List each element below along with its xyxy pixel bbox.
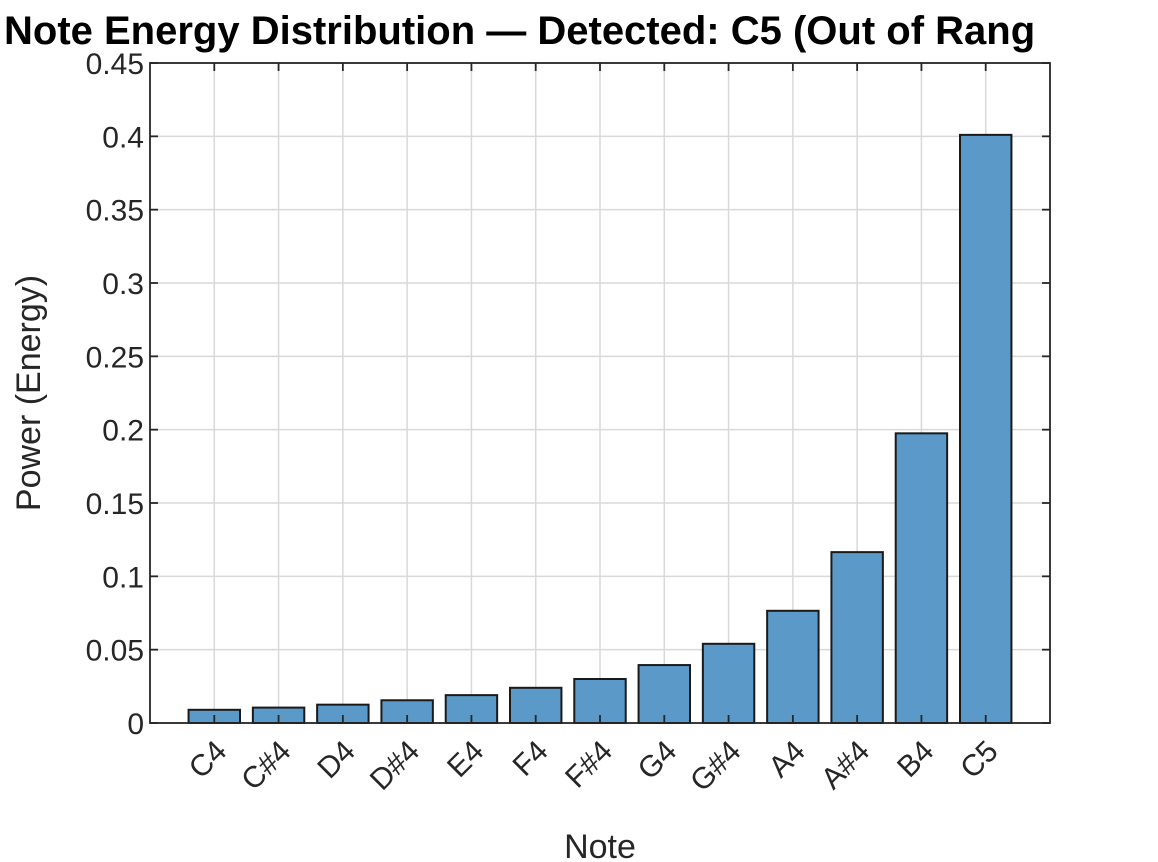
x-tick-label: E4 <box>441 735 490 784</box>
x-tick-label: F4 <box>507 735 555 783</box>
chart-title: Note Energy Distribution — Detected: C5 … <box>4 9 1036 53</box>
x-tick-label: B4 <box>891 735 940 784</box>
y-tick-label: 0 <box>127 708 144 741</box>
x-axis-label: Note <box>564 828 636 862</box>
x-tick-label: A4 <box>763 735 812 784</box>
bar-g4 <box>637 664 691 724</box>
x-tick-label: D4 <box>311 735 361 785</box>
y-tick-label: 0.25 <box>86 341 144 374</box>
x-tick-label: G4 <box>632 735 684 787</box>
bar-a-sharp4 <box>830 551 884 725</box>
x-tick-label: F#4 <box>559 735 619 795</box>
x-tick-label: C#4 <box>235 735 297 797</box>
x-tick-label: D#4 <box>364 735 426 797</box>
y-axis-label: Power (Energy) <box>10 275 48 511</box>
y-tick-label: 0.05 <box>86 635 144 668</box>
bar-c5 <box>959 133 1013 725</box>
y-tick-labels: 0 0.05 0.1 0.15 0.2 0.25 0.3 0.35 0.4 0.45 <box>86 48 144 741</box>
bars-group <box>187 133 1013 725</box>
x-tick-label: C4 <box>183 735 233 785</box>
y-tick-label: 0.3 <box>102 268 144 301</box>
bar-b4 <box>894 432 949 724</box>
y-tick-label: 0.15 <box>86 488 144 521</box>
y-tick-label: 0.35 <box>86 195 144 228</box>
bar-g-sharp4 <box>701 642 756 724</box>
y-tick-label: 0.1 <box>102 561 144 594</box>
x-tick-label: G#4 <box>684 735 747 798</box>
bar-a4 <box>766 609 820 724</box>
y-tick-label: 0.2 <box>102 415 144 448</box>
y-tick-label: 0.45 <box>86 48 144 81</box>
x-tick-labels: C4 C#4 D4 D#4 E4 F4 F#4 G4 G#4 A4 A#4 B4 C5 <box>183 735 1005 798</box>
axes <box>149 62 1051 724</box>
y-tick-label: 0.4 <box>102 121 144 154</box>
x-tick-label: A#4 <box>815 735 876 796</box>
x-tick-label: C5 <box>954 735 1004 785</box>
